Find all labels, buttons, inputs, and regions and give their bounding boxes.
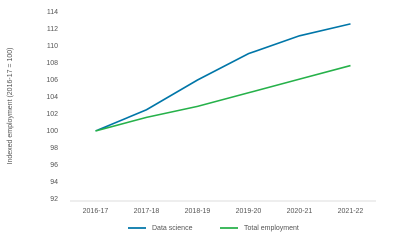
legend-label: Data science [152,225,193,232]
legend-label: Total employment [244,225,299,232]
x-tick-label: 2019-20 [236,208,262,215]
x-tick-label: 2018-19 [185,208,211,215]
y-tick-label: 92 [50,196,58,203]
y-tick-label: 114 [47,9,58,16]
y-tick-label: 112 [47,26,58,33]
y-tick-label: 110 [47,43,58,50]
y-tick-label: 104 [46,94,58,101]
y-tick-label: 106 [46,77,58,84]
y-tick-label: 98 [50,145,58,152]
y-tick-label: 96 [50,162,58,169]
y-tick-label: 102 [46,111,58,118]
data-line [95,64,351,132]
x-tick-label: 2020-21 [287,208,313,215]
y-tick-label: 94 [50,179,58,186]
y-tick-label: 100 [46,128,58,135]
y-tick-label: 108 [46,60,58,67]
x-tick-label: 2016-17 [83,208,109,215]
data-line [95,23,351,132]
x-tick-label: 2017-18 [134,208,160,215]
y-axis-label: Indexed employment (2016-17 = 100) [7,48,14,165]
x-tick-label: 2021-22 [338,208,364,215]
